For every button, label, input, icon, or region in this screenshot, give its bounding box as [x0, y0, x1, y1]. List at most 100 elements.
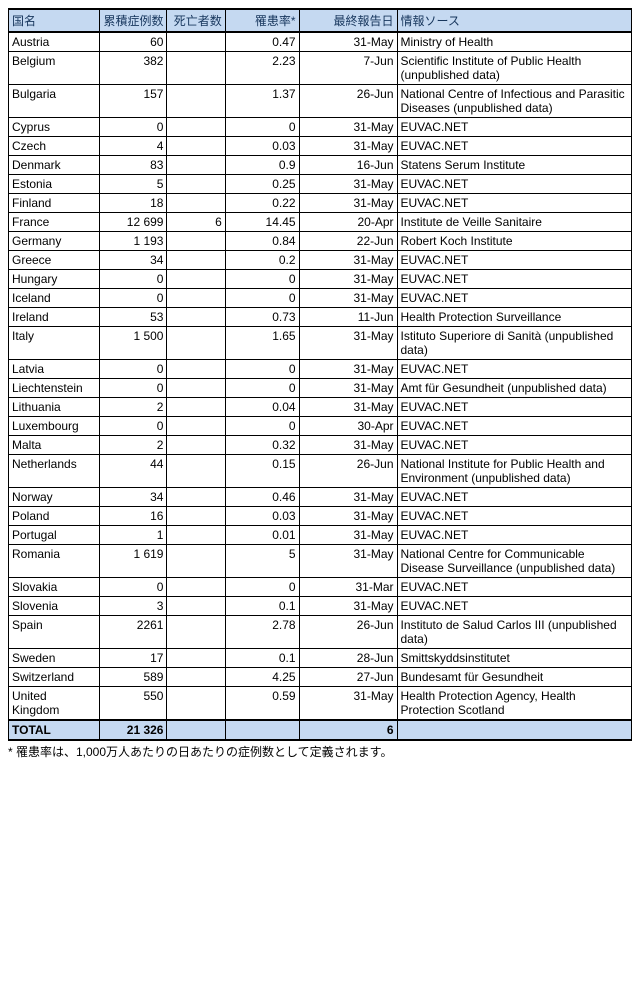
cell-cases: 2	[100, 398, 167, 417]
cell-cases: 4	[100, 137, 167, 156]
table-row: France12 699614.4520-AprInstitute de Vei…	[9, 213, 632, 232]
cell-country: France	[9, 213, 100, 232]
cell-deaths	[167, 194, 225, 213]
cell-country: Finland	[9, 194, 100, 213]
cell-cases: 0	[100, 360, 167, 379]
cell-cases: 44	[100, 455, 167, 488]
cell-rate: 14.45	[225, 213, 299, 232]
cell-source: Health Protection Surveillance	[397, 308, 632, 327]
cell-rate: 0	[225, 289, 299, 308]
cell-country: Slovakia	[9, 578, 100, 597]
cell-date: 31-May	[299, 327, 397, 360]
cell-date: 31-May	[299, 137, 397, 156]
cell-deaths	[167, 649, 225, 668]
cell-cases: 0	[100, 289, 167, 308]
total-rate	[225, 720, 299, 740]
cell-country: Netherlands	[9, 455, 100, 488]
cell-cases: 53	[100, 308, 167, 327]
cell-source: Robert Koch Institute	[397, 232, 632, 251]
cell-source: Bundesamt für Gesundheit	[397, 668, 632, 687]
cell-deaths	[167, 578, 225, 597]
cell-date: 31-May	[299, 436, 397, 455]
cell-date: 26-Jun	[299, 455, 397, 488]
cell-deaths	[167, 327, 225, 360]
table-row: Estonia50.2531-MayEUVAC.NET	[9, 175, 632, 194]
cell-country: Greece	[9, 251, 100, 270]
cell-rate: 0.46	[225, 488, 299, 507]
cell-cases: 2	[100, 436, 167, 455]
cell-source: Amt für Gesundheit (unpublished data)	[397, 379, 632, 398]
cell-cases: 1	[100, 526, 167, 545]
cell-date: 31-May	[299, 270, 397, 289]
cell-date: 31-May	[299, 687, 397, 721]
cell-deaths	[167, 379, 225, 398]
cell-source: National Institute for Public Health and…	[397, 455, 632, 488]
cell-rate: 1.37	[225, 85, 299, 118]
cell-date: 26-Jun	[299, 85, 397, 118]
cell-country: Estonia	[9, 175, 100, 194]
table-row: Italy1 5001.6531-MayIstituto Superiore d…	[9, 327, 632, 360]
cell-rate: 0.2	[225, 251, 299, 270]
cell-source: Ministry of Health	[397, 32, 632, 52]
cell-date: 31-May	[299, 398, 397, 417]
cell-cases: 0	[100, 379, 167, 398]
cell-deaths	[167, 455, 225, 488]
col-date: 最終報告日	[299, 9, 397, 32]
cell-source: EUVAC.NET	[397, 194, 632, 213]
cell-cases: 16	[100, 507, 167, 526]
cell-country: Iceland	[9, 289, 100, 308]
cell-date: 16-Jun	[299, 156, 397, 175]
table-footer: TOTAL 21 326 6	[9, 720, 632, 740]
table-row: Switzerland5894.2527-JunBundesamt für Ge…	[9, 668, 632, 687]
cell-cases: 0	[100, 578, 167, 597]
cell-country: Latvia	[9, 360, 100, 379]
cell-country: Ireland	[9, 308, 100, 327]
cell-cases: 34	[100, 488, 167, 507]
table-row: Latvia0031-MayEUVAC.NET	[9, 360, 632, 379]
cell-rate: 0.9	[225, 156, 299, 175]
cell-date: 30-Apr	[299, 417, 397, 436]
cell-source: National Centre for Communicable Disease…	[397, 545, 632, 578]
total-deaths	[167, 720, 225, 740]
cell-rate: 0.03	[225, 137, 299, 156]
cell-cases: 589	[100, 668, 167, 687]
cell-cases: 0	[100, 270, 167, 289]
cell-deaths	[167, 398, 225, 417]
cell-rate: 0.59	[225, 687, 299, 721]
cell-cases: 83	[100, 156, 167, 175]
cell-deaths	[167, 417, 225, 436]
cell-date: 27-Jun	[299, 668, 397, 687]
cell-deaths	[167, 507, 225, 526]
table-row: Austria600.4731-MayMinistry of Health	[9, 32, 632, 52]
cell-date: 31-Mar	[299, 578, 397, 597]
cell-rate: 0.32	[225, 436, 299, 455]
cell-country: Belgium	[9, 52, 100, 85]
table-header: 国名 累積症例数 死亡者数 罹患率* 最終報告日 情報ソース	[9, 9, 632, 32]
cell-rate: 2.23	[225, 52, 299, 85]
table-row: Poland160.0331-MayEUVAC.NET	[9, 507, 632, 526]
cell-source: EUVAC.NET	[397, 417, 632, 436]
cell-deaths	[167, 232, 225, 251]
cell-rate: 0.84	[225, 232, 299, 251]
cell-cases: 1 500	[100, 327, 167, 360]
total-source	[397, 720, 632, 740]
table-row: Lithuania20.0431-MayEUVAC.NET	[9, 398, 632, 417]
cell-deaths	[167, 526, 225, 545]
cell-deaths	[167, 436, 225, 455]
cell-source: EUVAC.NET	[397, 137, 632, 156]
cell-country: Germany	[9, 232, 100, 251]
cell-country: Switzerland	[9, 668, 100, 687]
cell-cases: 60	[100, 32, 167, 52]
total-label: TOTAL	[9, 720, 100, 740]
table-row: Belgium3822.237-JunScientific Institute …	[9, 52, 632, 85]
cell-source: EUVAC.NET	[397, 488, 632, 507]
cell-deaths	[167, 52, 225, 85]
cell-source: Statens Serum Institute	[397, 156, 632, 175]
cell-country: Austria	[9, 32, 100, 52]
cell-deaths	[167, 85, 225, 118]
table-row: Iceland0031-MayEUVAC.NET	[9, 289, 632, 308]
cell-rate: 0.01	[225, 526, 299, 545]
table-row: Greece340.231-MayEUVAC.NET	[9, 251, 632, 270]
cell-country: Lithuania	[9, 398, 100, 417]
cell-date: 31-May	[299, 507, 397, 526]
